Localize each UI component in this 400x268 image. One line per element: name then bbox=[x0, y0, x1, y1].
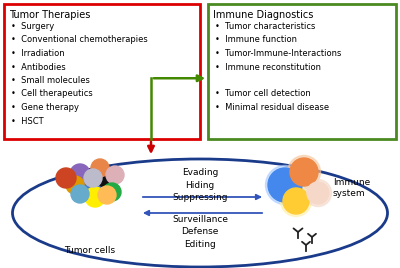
Text: •  Tumor cell detection: • Tumor cell detection bbox=[215, 90, 311, 99]
Text: •  Surgery: • Surgery bbox=[11, 22, 54, 31]
Text: Evading
Hiding
Suppressing: Evading Hiding Suppressing bbox=[172, 168, 228, 202]
Text: •  Tumor characteristics: • Tumor characteristics bbox=[215, 22, 315, 31]
Ellipse shape bbox=[12, 159, 388, 267]
Bar bbox=[4, 4, 200, 139]
Text: •  Gene therapy: • Gene therapy bbox=[11, 103, 79, 112]
Circle shape bbox=[304, 180, 332, 207]
Circle shape bbox=[98, 186, 116, 204]
Bar bbox=[208, 4, 396, 139]
Text: •  Antibodies: • Antibodies bbox=[11, 62, 66, 72]
Circle shape bbox=[70, 164, 90, 184]
Circle shape bbox=[85, 187, 105, 207]
Circle shape bbox=[307, 182, 329, 204]
Text: •  Cell therapeutics: • Cell therapeutics bbox=[11, 90, 93, 99]
Circle shape bbox=[288, 155, 320, 188]
Text: •  Immune reconstitution: • Immune reconstitution bbox=[215, 62, 321, 72]
Circle shape bbox=[79, 174, 101, 196]
Text: •  Conventional chemotherapies: • Conventional chemotherapies bbox=[11, 35, 148, 44]
Text: •  Small molecules: • Small molecules bbox=[11, 76, 90, 85]
Circle shape bbox=[84, 169, 102, 187]
Circle shape bbox=[91, 159, 109, 177]
Text: •  Irradiation: • Irradiation bbox=[11, 49, 65, 58]
Circle shape bbox=[97, 168, 117, 188]
Text: •  Tumor-Immune-Interactions: • Tumor-Immune-Interactions bbox=[215, 49, 341, 58]
Circle shape bbox=[103, 183, 121, 201]
Circle shape bbox=[290, 158, 318, 186]
Circle shape bbox=[283, 188, 309, 214]
Circle shape bbox=[56, 168, 76, 188]
Text: •  Minimal residual disease: • Minimal residual disease bbox=[215, 103, 329, 112]
Text: Immune
system: Immune system bbox=[333, 178, 370, 198]
Text: Immune Diagnostics: Immune Diagnostics bbox=[213, 10, 313, 20]
Text: •  Immune function: • Immune function bbox=[215, 35, 297, 44]
Text: •  HSCT: • HSCT bbox=[11, 117, 44, 125]
Circle shape bbox=[266, 166, 304, 204]
Text: Surveillance
Defense
Editing: Surveillance Defense Editing bbox=[172, 215, 228, 249]
Circle shape bbox=[71, 185, 89, 203]
Text: Tumor Therapies: Tumor Therapies bbox=[9, 10, 90, 20]
Circle shape bbox=[106, 166, 124, 184]
Circle shape bbox=[268, 168, 302, 202]
Circle shape bbox=[280, 185, 312, 217]
Text: Tumor cells: Tumor cells bbox=[64, 246, 116, 255]
Circle shape bbox=[66, 176, 84, 194]
